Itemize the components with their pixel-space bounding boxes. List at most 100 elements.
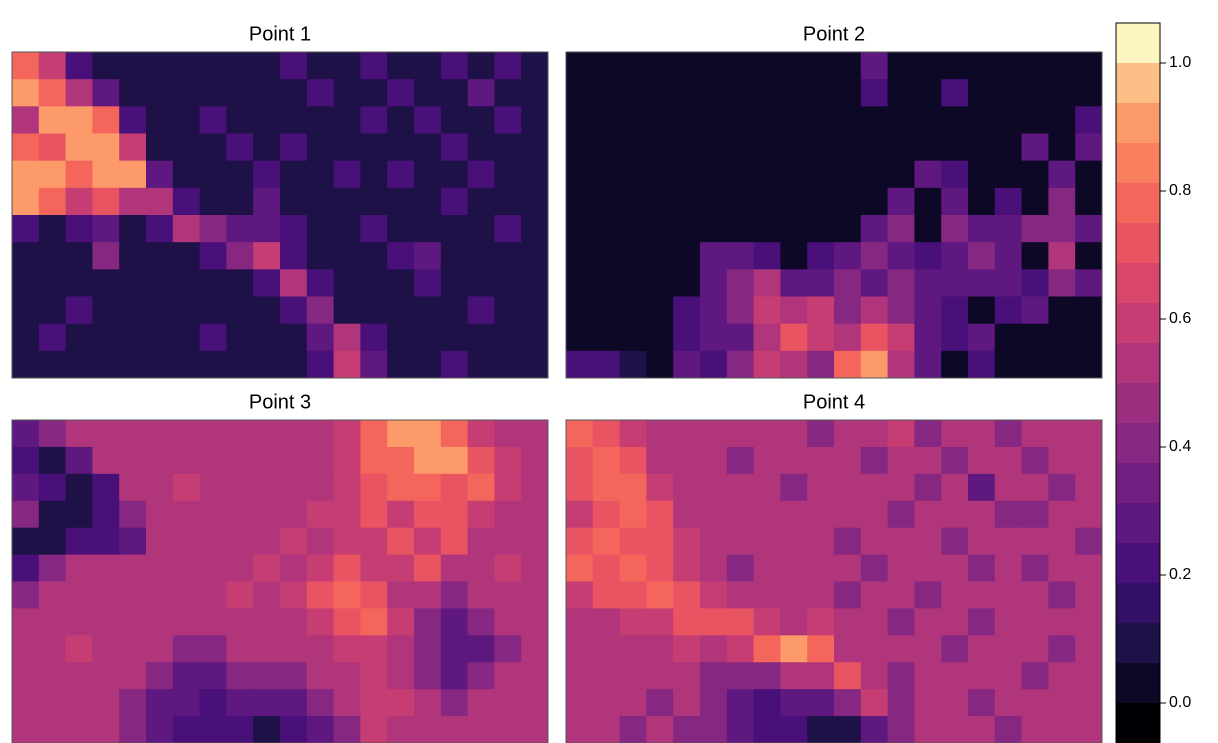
cell	[333, 473, 361, 502]
cell	[968, 635, 996, 663]
cell	[38, 242, 67, 270]
cell	[521, 160, 549, 189]
cell	[440, 296, 469, 325]
cell	[994, 215, 1023, 243]
cell	[226, 420, 254, 448]
cell	[807, 473, 835, 502]
cell	[65, 608, 93, 636]
cell	[700, 527, 728, 556]
cell	[253, 716, 281, 743]
cell	[92, 242, 120, 270]
cell	[780, 106, 808, 134]
cell	[92, 133, 120, 162]
cell	[253, 500, 281, 529]
cell	[860, 581, 889, 609]
cell	[521, 215, 549, 243]
cell	[333, 215, 361, 243]
panel-border	[565, 419, 1103, 743]
cell	[199, 79, 227, 107]
cell	[592, 215, 621, 243]
cell	[280, 242, 308, 270]
cell	[646, 79, 674, 107]
cell	[834, 133, 862, 162]
cell	[333, 662, 361, 690]
cell	[941, 635, 969, 663]
cell	[726, 187, 755, 216]
cell	[146, 79, 174, 107]
cell	[92, 106, 120, 134]
cell	[306, 242, 335, 270]
cell	[306, 215, 335, 243]
cell	[700, 296, 728, 325]
cell	[968, 662, 996, 690]
cell	[360, 215, 388, 243]
cell	[306, 500, 335, 529]
cell	[199, 500, 227, 529]
cell	[92, 187, 120, 216]
cell	[494, 215, 522, 243]
cell	[199, 716, 227, 743]
cell	[333, 269, 361, 297]
cell	[807, 350, 835, 379]
cell	[1075, 608, 1103, 636]
cell	[387, 52, 415, 80]
cell	[834, 323, 862, 352]
cell	[280, 662, 308, 690]
cell	[700, 446, 728, 475]
cell	[414, 160, 442, 189]
cell	[673, 323, 701, 352]
cell	[387, 242, 415, 270]
cell	[494, 350, 522, 379]
cell	[467, 52, 495, 80]
cell	[592, 662, 621, 690]
cell	[494, 635, 522, 663]
cell	[566, 554, 594, 582]
cell	[440, 79, 469, 107]
cell	[619, 716, 647, 743]
cell	[253, 106, 281, 134]
cell	[38, 106, 67, 134]
cell	[119, 527, 147, 556]
cell	[619, 133, 647, 162]
cell	[172, 554, 201, 582]
cell	[172, 350, 201, 379]
cell	[860, 446, 889, 475]
cell	[494, 473, 522, 502]
cell	[726, 635, 755, 663]
cell	[414, 242, 442, 270]
cell	[467, 581, 495, 609]
cell	[566, 635, 594, 663]
cell	[199, 269, 227, 297]
cell	[360, 420, 388, 448]
cell	[994, 500, 1023, 529]
cell	[253, 446, 281, 475]
cell	[887, 608, 915, 636]
cell	[38, 500, 67, 529]
cell	[726, 689, 755, 717]
cell	[226, 160, 254, 189]
cell	[199, 420, 227, 448]
cell	[646, 133, 674, 162]
cell	[566, 350, 594, 379]
cell	[226, 296, 254, 325]
cell	[12, 500, 40, 529]
cell	[521, 446, 549, 475]
cell	[199, 160, 227, 189]
cell	[914, 215, 942, 243]
cell	[619, 52, 647, 80]
cell	[700, 581, 728, 609]
cell	[780, 52, 808, 80]
cell	[726, 581, 755, 609]
cell	[994, 689, 1023, 717]
cell	[38, 527, 67, 556]
cell	[941, 79, 969, 107]
cell	[360, 635, 388, 663]
cell	[333, 296, 361, 325]
cell	[968, 52, 996, 80]
cell	[226, 500, 254, 529]
cell	[673, 420, 701, 448]
cell	[941, 500, 969, 529]
cell	[860, 689, 889, 717]
cell	[65, 296, 93, 325]
cell	[807, 554, 835, 582]
